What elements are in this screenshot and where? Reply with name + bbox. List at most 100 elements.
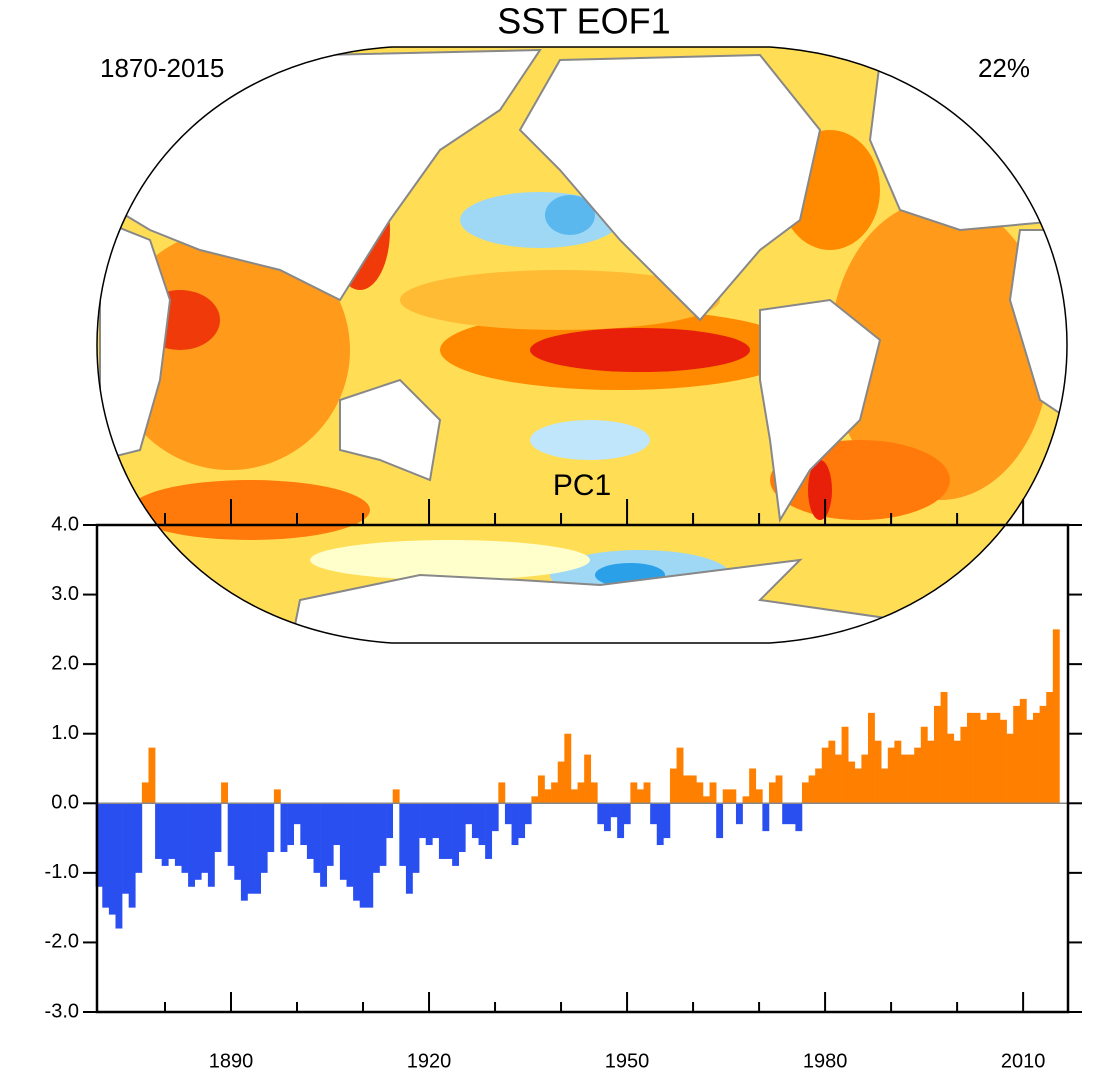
bar	[663, 803, 671, 839]
bar	[709, 782, 717, 804]
bar	[630, 782, 638, 804]
bar	[102, 803, 110, 908]
bar	[432, 803, 440, 839]
bar	[986, 712, 994, 804]
bar	[617, 803, 625, 839]
bar	[115, 803, 123, 929]
bar	[577, 782, 585, 804]
bar	[570, 789, 578, 804]
bar	[221, 782, 228, 804]
bar	[386, 803, 394, 839]
bar	[742, 796, 750, 804]
bar	[947, 733, 955, 804]
y-tick-label: -2.0	[45, 931, 79, 953]
bar	[333, 803, 341, 846]
bar	[808, 775, 816, 804]
bar	[511, 803, 519, 846]
bar	[491, 803, 499, 832]
bar	[273, 789, 281, 804]
bar	[775, 775, 783, 804]
bar	[168, 803, 176, 859]
bar	[339, 803, 347, 880]
bar	[907, 754, 915, 804]
bar	[841, 726, 849, 804]
bar	[603, 803, 611, 832]
bar	[597, 803, 605, 825]
bar	[399, 803, 407, 866]
x-tick-label: 1920	[407, 1050, 452, 1072]
bar	[194, 803, 202, 880]
bar	[828, 740, 836, 804]
bar	[161, 803, 169, 866]
bar	[636, 789, 644, 804]
bar	[735, 803, 743, 825]
bar	[1052, 629, 1060, 804]
bar	[894, 740, 902, 804]
bar	[729, 789, 737, 804]
bar	[379, 803, 387, 866]
bar	[967, 712, 974, 804]
bar	[174, 803, 182, 866]
bar	[1026, 719, 1034, 804]
y-tick-label: -1.0	[45, 861, 79, 883]
bar	[300, 803, 308, 846]
bar	[405, 803, 413, 894]
bar	[755, 789, 763, 804]
bar	[848, 761, 856, 804]
bar	[1033, 712, 1040, 804]
bar	[267, 803, 275, 852]
bar	[881, 768, 889, 804]
bar	[795, 803, 803, 832]
bar	[122, 803, 129, 894]
bar	[960, 726, 968, 804]
bar	[306, 803, 314, 859]
bar	[478, 803, 486, 846]
bar	[702, 796, 710, 804]
bar	[260, 803, 268, 873]
y-tick-label: -3.0	[45, 1000, 79, 1022]
x-tick-label: 1890	[209, 1050, 254, 1072]
bar	[504, 803, 512, 825]
bar	[689, 775, 697, 804]
bar	[227, 803, 235, 866]
bar	[801, 782, 809, 804]
y-tick-label: 2.0	[51, 652, 79, 674]
x-tick-label: 1950	[605, 1050, 650, 1072]
bar	[815, 768, 823, 804]
bar	[973, 712, 981, 804]
bar	[696, 782, 704, 804]
bar	[214, 803, 222, 852]
bar	[353, 803, 361, 901]
bar	[1046, 691, 1054, 804]
bar	[1000, 719, 1007, 804]
bar	[768, 782, 776, 804]
bar	[498, 782, 506, 804]
bar	[749, 768, 757, 804]
bar	[438, 803, 446, 859]
bar	[650, 803, 658, 825]
bar	[293, 803, 301, 825]
bar	[854, 768, 862, 804]
bar	[564, 733, 572, 804]
bar	[788, 803, 796, 825]
bar	[465, 803, 473, 825]
bar	[254, 803, 262, 894]
y-tick-label: 0.0	[51, 792, 79, 814]
bar	[471, 803, 479, 839]
x-tick-label: 1980	[803, 1050, 848, 1072]
bar	[326, 803, 334, 866]
bar	[141, 782, 149, 804]
bar	[452, 803, 460, 866]
bar	[934, 705, 941, 804]
bar	[914, 747, 922, 804]
bar	[676, 747, 684, 804]
bar	[445, 803, 453, 859]
bar	[623, 803, 631, 825]
bar	[346, 803, 354, 887]
bar	[669, 768, 677, 804]
bar	[128, 803, 136, 908]
bar	[874, 740, 882, 804]
bar	[610, 803, 618, 818]
map-variance: 22%	[978, 53, 1030, 83]
